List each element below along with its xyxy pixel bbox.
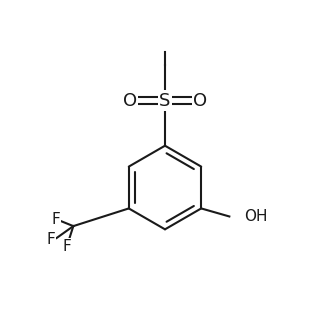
Text: O: O xyxy=(193,92,208,110)
Text: S: S xyxy=(159,92,171,110)
Text: F: F xyxy=(51,212,60,227)
Text: OH: OH xyxy=(244,209,267,224)
Text: O: O xyxy=(122,92,137,110)
Text: F: F xyxy=(62,239,71,253)
Text: F: F xyxy=(47,232,55,247)
